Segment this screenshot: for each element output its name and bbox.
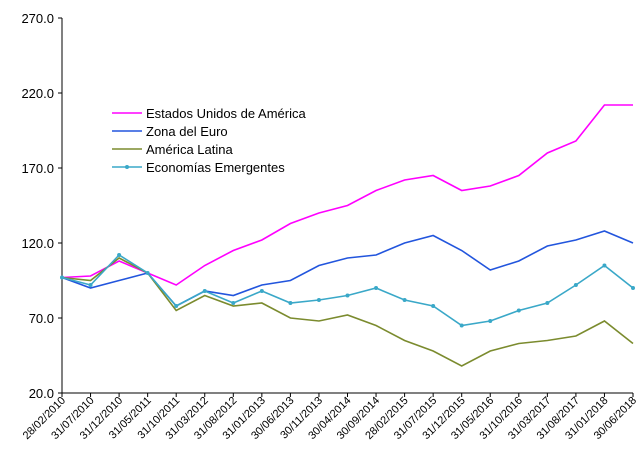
series-marker [316,298,321,302]
series-marker [488,319,493,323]
series-marker [431,304,436,308]
series-marker [174,304,179,308]
y-tick-label: 20.0 [29,386,54,401]
series-marker [117,253,122,257]
series-marker [259,289,264,293]
series-marker [88,283,93,287]
series-marker [145,271,150,275]
series-marker [545,301,550,305]
series-marker [516,308,521,313]
y-tick-label: 70.0 [29,311,54,326]
series-line [61,104,633,286]
series-marker [202,289,207,293]
legend-label: Economías Emergentes [146,160,285,175]
series-marker [402,298,407,302]
y-tick-label: 120.0 [21,236,54,251]
series-marker [60,275,64,280]
series-marker [459,323,464,328]
legend-label: Estados Unidos de América [146,106,306,121]
series-marker [631,286,635,290]
legend-label: Zona del Euro [146,124,228,139]
series-marker [573,283,578,287]
series-marker [602,263,607,268]
y-tick-label: 270.0 [21,11,54,26]
series-line [61,257,634,367]
series-marker [345,293,350,298]
series-marker [288,301,293,305]
legend-label: América Latina [146,142,233,157]
series-marker [374,286,379,290]
legend-marker [125,165,129,169]
series-marker [231,301,236,305]
y-tick-label: 220.0 [21,86,54,101]
y-tick-label: 170.0 [21,161,54,176]
